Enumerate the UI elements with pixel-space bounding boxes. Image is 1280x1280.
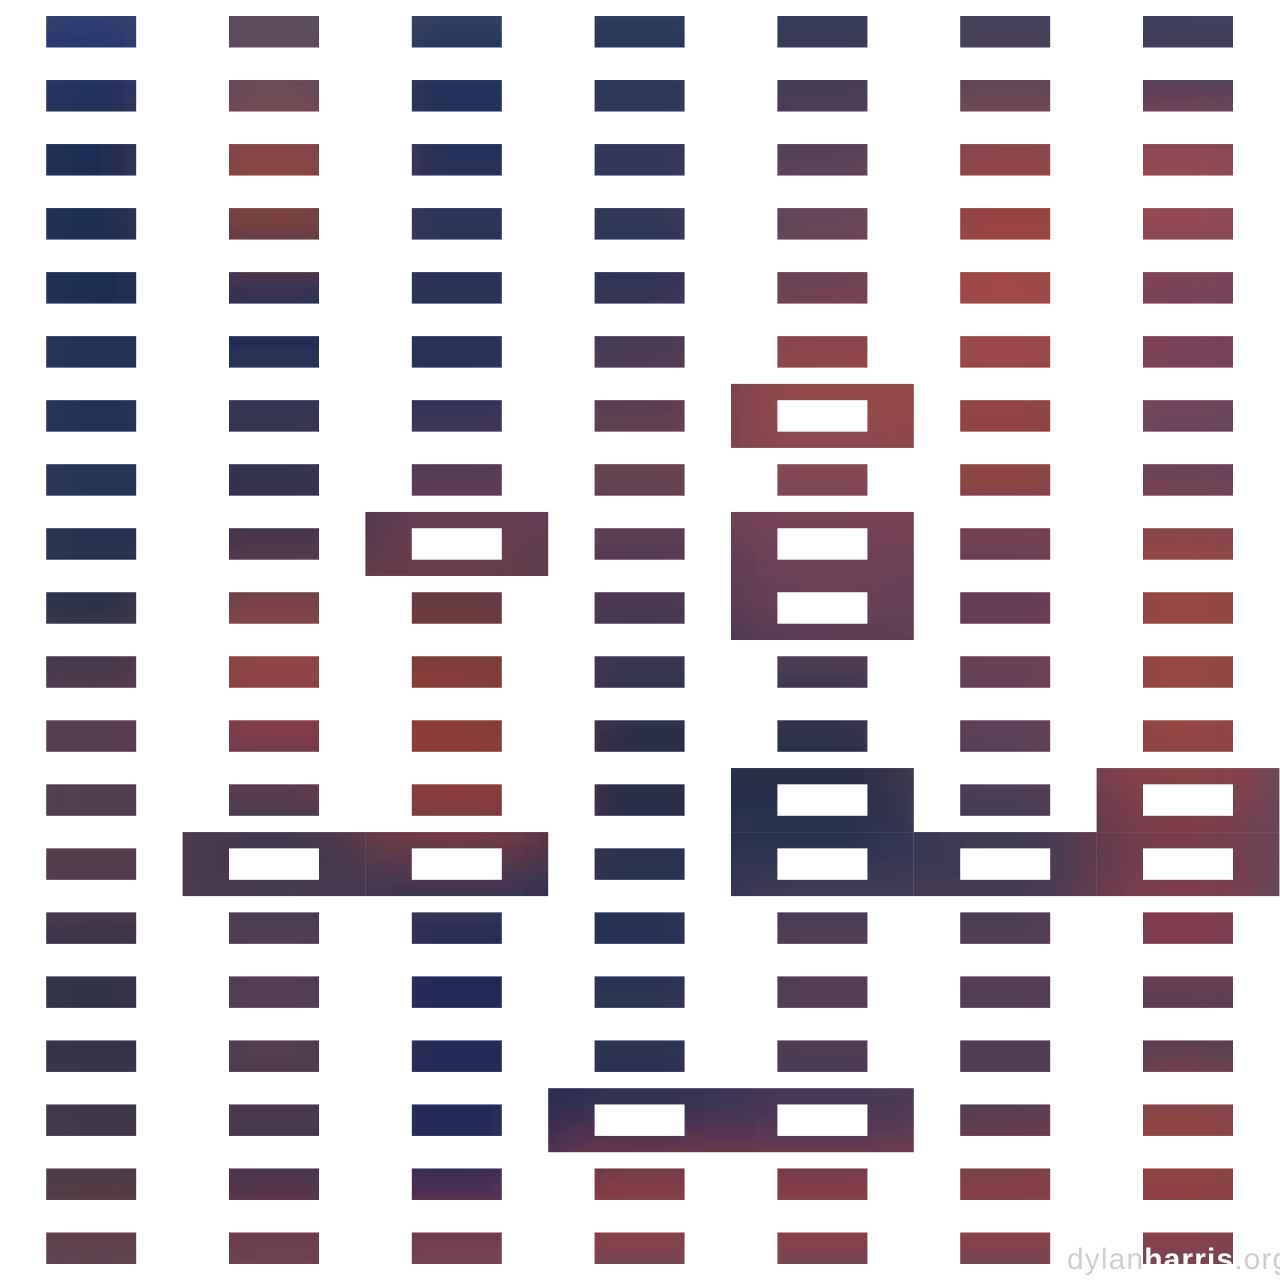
svg-text:dylanharris.org: dylanharris.org	[1067, 1243, 1280, 1276]
